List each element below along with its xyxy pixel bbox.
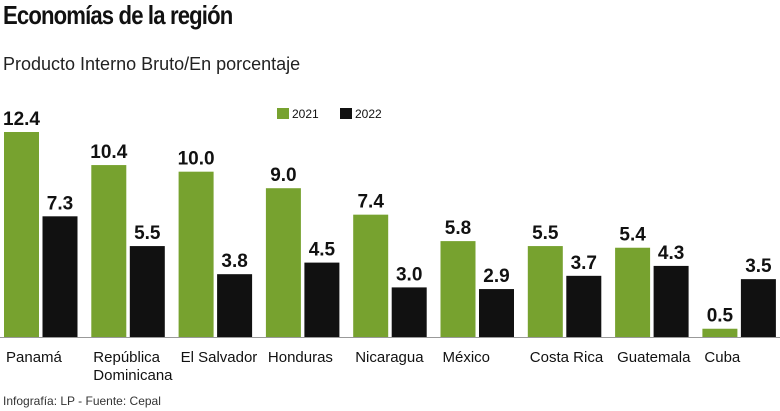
bar-2022	[740, 279, 776, 337]
source-footer: Infografía: LP - Fuente: Cepal	[3, 394, 161, 408]
data-label-2022: 7.3	[47, 193, 73, 214]
chart-subtitle: Producto Interno Bruto/En porcentaje	[3, 54, 301, 74]
data-label-2021: 9.0	[270, 165, 296, 186]
bar-2021	[91, 165, 127, 337]
category-label: Cuba	[704, 349, 741, 366]
data-label-2021: 10.0	[178, 149, 215, 170]
bar-2022	[42, 216, 78, 337]
category-label: Costa Rica	[530, 349, 604, 366]
data-label-2022: 3.0	[396, 264, 422, 285]
data-label-2022: 2.9	[483, 266, 509, 287]
data-label-2021: 5.8	[445, 218, 471, 239]
bar-2022	[391, 287, 427, 337]
bar-2021	[615, 247, 651, 337]
bar-2021	[440, 241, 476, 337]
data-label-2021: 5.4	[619, 225, 646, 246]
category-label: Nicaragua	[355, 349, 424, 366]
bar-2022	[304, 262, 340, 337]
data-label-2021: 10.4	[90, 142, 127, 163]
legend-label-2022: 2022	[355, 107, 382, 121]
data-label-2021: 0.5	[707, 306, 734, 327]
category-label: Guatemala	[617, 349, 691, 366]
legend-swatch-2021	[277, 108, 289, 119]
legend-swatch-2022	[340, 108, 352, 119]
data-label-2021: 7.4	[357, 192, 384, 213]
legend-label-2021: 2021	[292, 107, 319, 121]
data-label-2021: 5.5	[532, 223, 559, 244]
data-label-2022: 3.5	[745, 256, 772, 277]
bar-2022	[217, 274, 253, 337]
bar-2021	[265, 188, 301, 337]
data-label-2021: 12.4	[3, 109, 40, 130]
bar-2021	[527, 246, 563, 337]
chart-title: Economías de la región	[3, 0, 233, 30]
category-label: México	[443, 349, 491, 366]
category-label: El Salvador	[181, 349, 258, 366]
bar-2022	[566, 275, 602, 337]
bar-2021	[702, 328, 738, 337]
bar-2021	[4, 132, 39, 337]
data-label-2022: 3.8	[221, 251, 247, 272]
bar-2022	[653, 265, 689, 337]
bar-2021	[178, 171, 214, 337]
data-label-2022: 4.3	[658, 243, 684, 264]
data-label-2022: 3.7	[571, 253, 597, 274]
category-label: Panamá	[6, 349, 63, 366]
category-label: Honduras	[268, 349, 333, 366]
data-label-2022: 4.5	[309, 240, 336, 261]
data-label-2022: 5.5	[134, 223, 161, 244]
category-label: República Dominicana	[93, 349, 173, 384]
bar-2022	[129, 246, 165, 337]
bar-2021	[353, 214, 389, 337]
bar-2022	[479, 289, 514, 337]
